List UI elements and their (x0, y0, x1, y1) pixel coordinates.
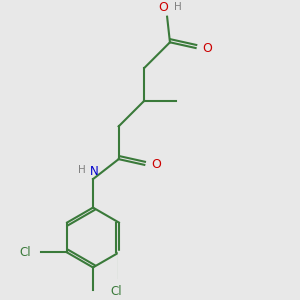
Text: O: O (158, 1, 168, 14)
Text: Cl: Cl (20, 246, 32, 259)
Text: O: O (203, 41, 213, 55)
Text: Cl: Cl (110, 285, 122, 298)
Text: O: O (152, 158, 161, 171)
Text: H: H (78, 165, 86, 175)
Text: N: N (90, 165, 99, 178)
Text: H: H (174, 2, 182, 12)
